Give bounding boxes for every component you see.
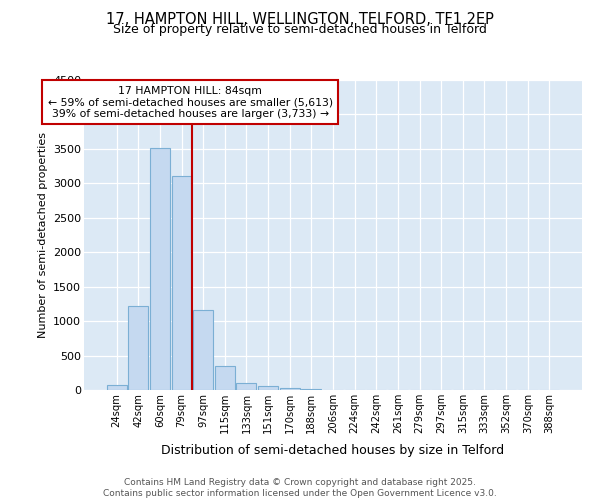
Bar — [193, 310, 213, 390]
Text: 17, HAMPTON HILL, WELLINGTON, TELFORD, TF1 2EP: 17, HAMPTON HILL, WELLINGTON, TELFORD, T… — [106, 12, 494, 28]
Text: Contains HM Land Registry data © Crown copyright and database right 2025.
Contai: Contains HM Land Registry data © Crown c… — [103, 478, 497, 498]
X-axis label: Distribution of semi-detached houses by size in Telford: Distribution of semi-detached houses by … — [161, 444, 505, 458]
Bar — [236, 383, 256, 390]
Bar — [172, 176, 191, 390]
Text: 17 HAMPTON HILL: 84sqm
← 59% of semi-detached houses are smaller (5,613)
39% of : 17 HAMPTON HILL: 84sqm ← 59% of semi-det… — [47, 86, 333, 118]
Bar — [150, 148, 170, 390]
Bar — [107, 385, 127, 390]
Bar — [280, 388, 299, 390]
Text: Size of property relative to semi-detached houses in Telford: Size of property relative to semi-detach… — [113, 22, 487, 36]
Bar — [215, 366, 235, 390]
Y-axis label: Number of semi-detached properties: Number of semi-detached properties — [38, 132, 47, 338]
Bar — [128, 306, 148, 390]
Bar — [258, 386, 278, 390]
